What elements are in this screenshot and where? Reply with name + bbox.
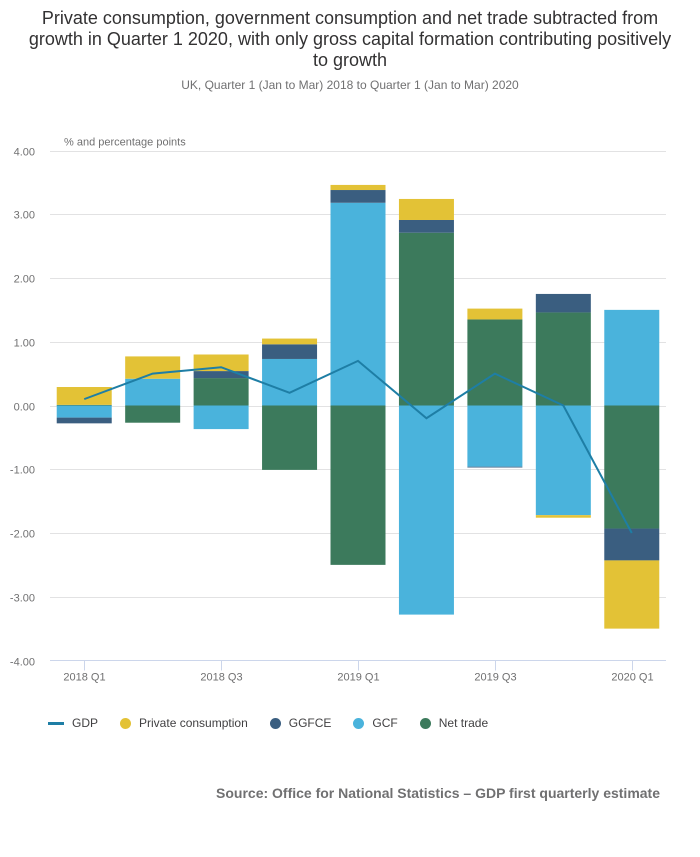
bar-ggfce <box>193 371 249 379</box>
bar-net-trade <box>56 404 112 406</box>
legend-dot-icon <box>120 717 132 729</box>
bar-ggfce <box>56 417 112 424</box>
bar-ggfce <box>262 344 318 359</box>
legend-item-net-trade[interactable]: Net trade <box>419 716 489 730</box>
y-tick-label: -1.00 <box>10 465 35 477</box>
bar-net-trade <box>125 405 181 423</box>
bar-ggfce <box>330 190 386 203</box>
x-tick-label: 2018 Q3 <box>200 672 242 684</box>
gdp-line-group <box>83 359 633 534</box>
chart-canvas: 4.00 3.00 2.00 1.00 0.00 -1.00 -2.00 -3.00 -4.00… <box>10 137 666 684</box>
bar-ggfce <box>604 528 660 561</box>
legend-label: GDP <box>72 716 99 730</box>
bar-ggfce <box>535 293 591 313</box>
bar-net-trade <box>330 405 386 565</box>
x-axis: 2018 Q1 2018 Q3 2019 Q1 2019 Q3 2020 Q1 <box>50 660 666 684</box>
bar-net-trade <box>604 405 660 529</box>
source-note: Source: Office for National Statistics –… <box>216 785 660 801</box>
bar-gcf <box>535 405 591 516</box>
y-tick-label: 2.00 <box>14 274 35 286</box>
bar-gcf <box>262 358 318 406</box>
bar-private-consumption <box>262 338 318 345</box>
y-tick-label: 4.00 <box>14 147 35 159</box>
bar-ggfce <box>467 466 523 468</box>
legend-label: GCF <box>372 716 398 730</box>
legend-label: Net trade <box>438 716 489 730</box>
y-tick-label: 3.00 <box>14 210 35 222</box>
bar-gcf <box>604 309 660 406</box>
chart-title: Private consumption, government consumpt… <box>28 8 672 70</box>
legend-dot-icon <box>269 717 281 729</box>
bar-private-consumption <box>56 387 112 405</box>
bars <box>56 184 660 629</box>
legend: GDP Private consumption GGFCE GCF Net tr… <box>48 716 510 730</box>
x-tick-label: 2019 Q1 <box>337 672 379 684</box>
y-tick-label: -4.00 <box>10 657 35 669</box>
bar-gcf <box>398 405 454 615</box>
y-axis-label: % and percentage points <box>64 137 186 149</box>
x-tick-label: 2018 Q1 <box>63 672 105 684</box>
bar-private-consumption <box>125 356 181 379</box>
legend-dot-icon <box>419 717 431 729</box>
y-tick-label: -3.00 <box>10 593 35 605</box>
bar-net-trade <box>262 405 318 470</box>
y-tick-label: 1.00 <box>14 338 35 350</box>
legend-item-gcf[interactable]: GCF <box>353 716 398 730</box>
legend-item-ggfce[interactable]: GGFCE <box>269 716 332 730</box>
bar-ggfce <box>398 219 454 233</box>
y-axis: 4.00 3.00 2.00 1.00 0.00 -1.00 -2.00 -3.00 -4.00 <box>10 147 35 669</box>
bar-gcf <box>467 405 523 467</box>
y-tick-label: 0.00 <box>14 402 35 414</box>
legend-line-icon <box>48 721 64 725</box>
bar-private-consumption <box>535 515 591 518</box>
bar-net-trade <box>535 312 591 406</box>
chart-subtitle: UK, Quarter 1 (Jan to Mar) 2018 to Quart… <box>181 78 519 92</box>
gdp-line <box>83 359 633 534</box>
legend-item-private-consumption[interactable]: Private consumption <box>120 716 248 730</box>
legend-item-gdp[interactable]: GDP <box>48 716 98 730</box>
bar-gcf <box>125 378 181 406</box>
bar-private-consumption <box>604 560 660 629</box>
bar-gcf <box>193 405 249 430</box>
bar-private-consumption <box>193 354 249 372</box>
bar-private-consumption <box>330 184 386 191</box>
x-tick-label: 2020 Q1 <box>611 672 653 684</box>
bar-private-consumption <box>398 198 454 220</box>
legend-label: Private consumption <box>139 716 248 730</box>
legend-dot-icon <box>353 717 365 729</box>
bar-net-trade <box>467 319 523 406</box>
bar-net-trade <box>193 378 249 406</box>
y-tick-label: -2.00 <box>10 529 35 541</box>
x-tick-label: 2019 Q3 <box>474 672 516 684</box>
bar-gcf <box>330 202 386 406</box>
bar-net-trade <box>398 232 454 406</box>
legend-label: GGFCE <box>288 716 332 730</box>
bar-private-consumption <box>467 308 523 320</box>
bar-gcf <box>56 405 112 418</box>
